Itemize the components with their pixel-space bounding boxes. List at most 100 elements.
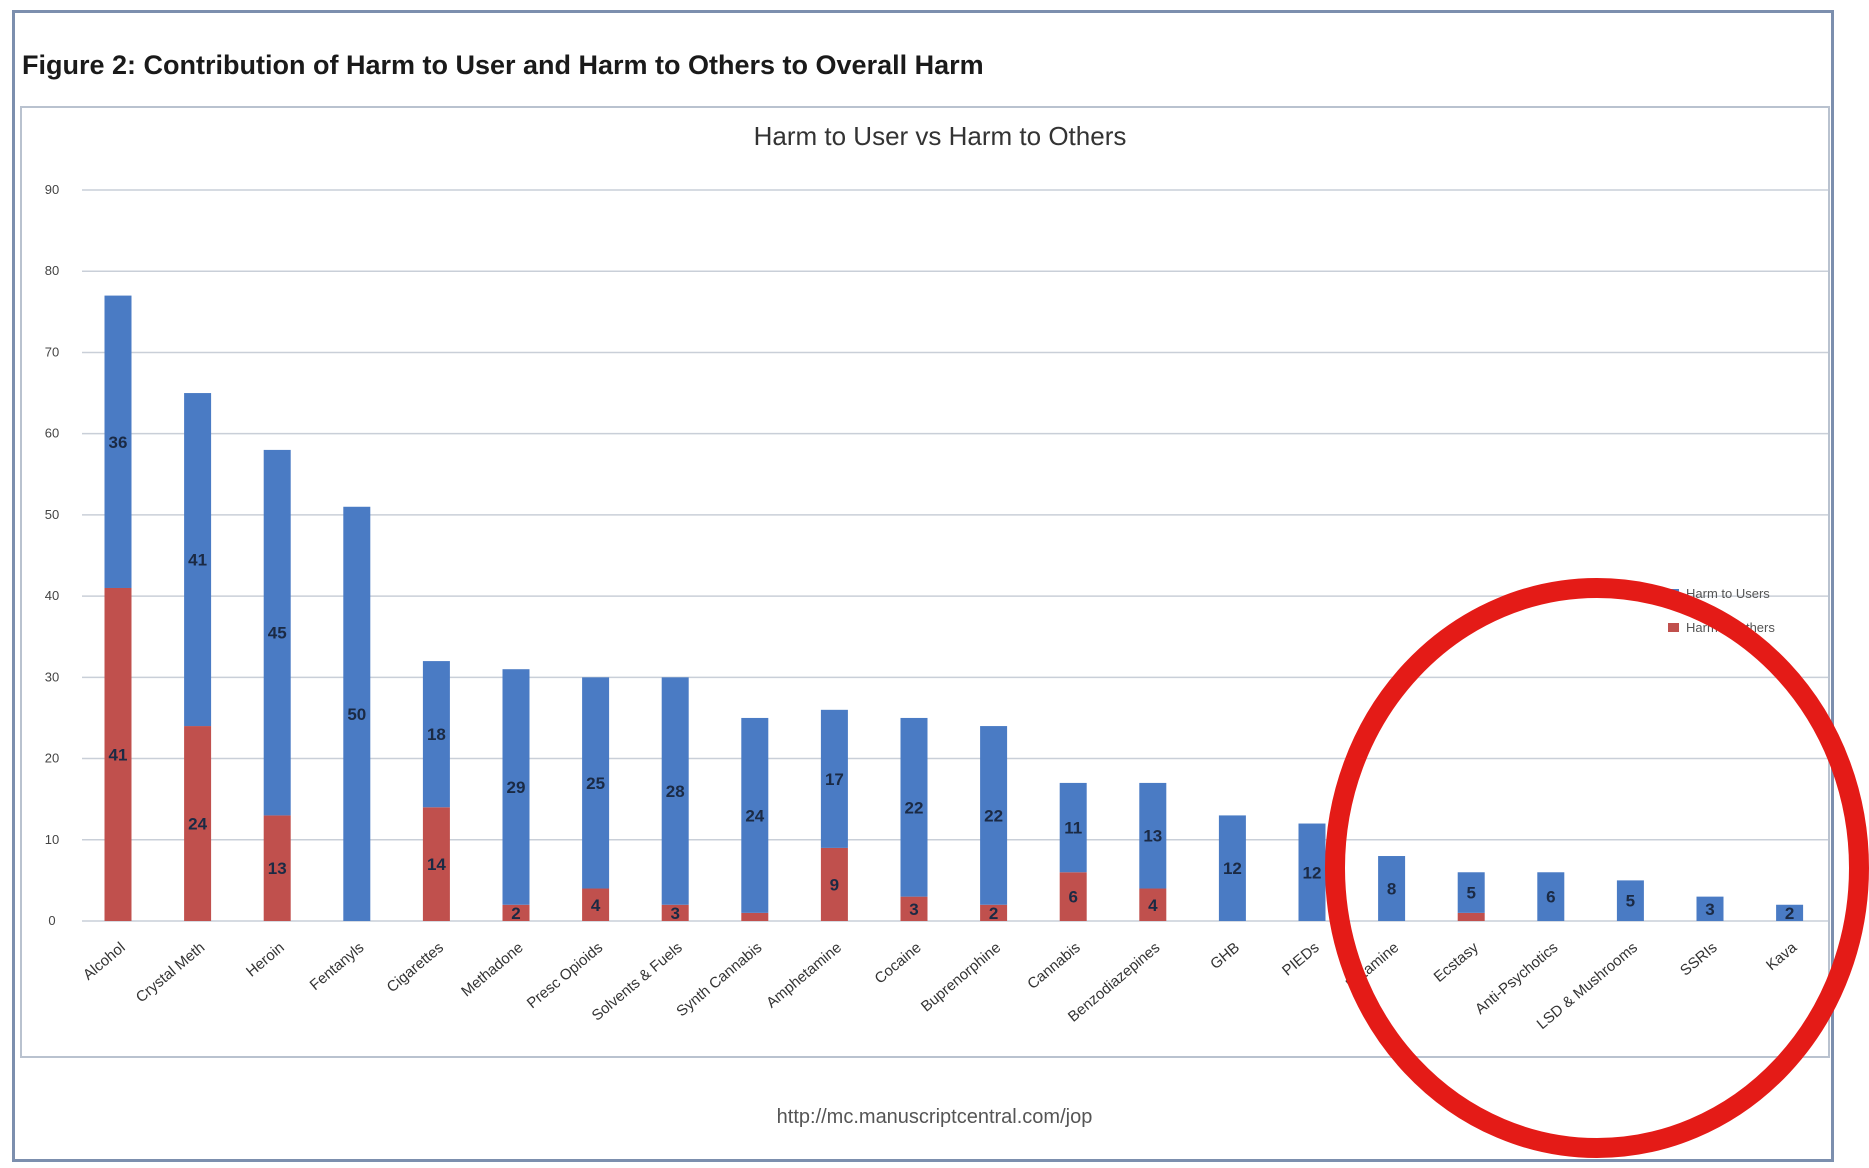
data-label-others: 9: [830, 875, 839, 894]
bar-harm-to-users: [1378, 856, 1406, 921]
bar-harm-to-others: [104, 587, 132, 921]
y-tick-label: 80: [45, 263, 59, 278]
bar-harm-to-users: [1298, 823, 1326, 921]
x-tick-label: Kava: [1763, 939, 1801, 974]
y-tick-label: 70: [45, 344, 59, 359]
bar-harm-to-others: [422, 807, 450, 921]
data-label-users: 6: [1546, 888, 1555, 907]
x-tick-labels: Alcohol Crystal Meth Heroin Fentanyls Cigare…: [80, 939, 1801, 1033]
bar-harm-to-users: [661, 677, 689, 905]
plot-area-border: [20, 106, 1830, 1058]
x-tick-label: Buprenorphine: [918, 939, 1004, 1015]
bar-harm-to-others: [582, 888, 610, 921]
data-label-others: 13: [268, 859, 287, 878]
bar-harm-to-users: [1776, 904, 1804, 921]
x-tick-label: Synth Cannabis: [673, 939, 765, 1020]
bar-harm-to-users: [900, 717, 928, 897]
figure-frame: [12, 10, 1834, 1162]
data-label-users: 22: [905, 798, 924, 817]
data-label-users: 50: [347, 705, 366, 724]
x-tick-label: Alcohol: [80, 939, 129, 984]
data-label-others: 41: [109, 745, 128, 764]
bar-harm-to-users: [741, 717, 769, 913]
y-tick-label: 40: [45, 588, 59, 603]
gridlines: 0 10 20 30 40 50 60 70 80 90: [45, 182, 1828, 928]
x-tick-label: Anti-Psychotics: [1472, 939, 1561, 1018]
bar-harm-to-users: [1218, 815, 1246, 921]
bar-harm-to-users: [1616, 880, 1644, 921]
data-label-others: 14: [427, 855, 446, 874]
x-tick-label: PIEDs: [1279, 939, 1322, 979]
data-label-users: 12: [1223, 859, 1242, 878]
data-label-others: 3: [670, 904, 679, 923]
data-label-users: 12: [1303, 863, 1322, 882]
data-label-others: 24: [188, 815, 207, 834]
x-tick-label: Presc Opioids: [524, 939, 606, 1012]
bar-harm-to-users: [422, 661, 450, 808]
data-label-others: 6: [1068, 888, 1077, 907]
x-tick-label: Methadone: [458, 939, 526, 1000]
bar-harm-to-others: [263, 815, 291, 921]
x-tick-label: Fentanyls: [307, 939, 368, 994]
data-label-users: 28: [666, 782, 685, 801]
bar-harm-to-users: [1696, 896, 1724, 921]
data-label-users: 36: [109, 433, 128, 452]
bars: [104, 295, 1804, 921]
y-tick-label: 10: [45, 832, 59, 847]
bar-harm-to-others: [184, 726, 212, 921]
bar-harm-to-users: [263, 449, 291, 816]
data-label-users: 5: [1626, 892, 1635, 911]
y-tick-label: 50: [45, 507, 59, 522]
data-label-users: 11: [1064, 819, 1082, 838]
data-label-users: 22: [984, 806, 1003, 825]
bar-harm-to-users: [980, 726, 1008, 905]
bar-harm-to-users: [1139, 782, 1167, 889]
data-label-users: 3: [1705, 900, 1714, 919]
bar-harm-to-others: [661, 904, 689, 921]
data-label-others: 3: [909, 900, 918, 919]
data-label-others: 4: [591, 896, 601, 915]
bar-harm-to-others: [502, 904, 530, 921]
data-label-users: 8: [1387, 880, 1396, 899]
y-tick-label: 30: [45, 669, 59, 684]
bar-harm-to-users: [184, 393, 212, 727]
bar-harm-to-users: [502, 669, 530, 905]
bar-harm-to-others: [900, 896, 928, 921]
x-tick-label: Cigarettes: [384, 939, 447, 996]
data-labels: 4136244113455014182294253282491732222261…: [109, 433, 1795, 923]
data-label-users: 17: [825, 770, 844, 789]
figure-title: Figure 2: Contribution of Harm to User a…: [22, 50, 984, 80]
bar-harm-to-others: [741, 912, 769, 921]
bar-harm-to-others: [1457, 912, 1485, 921]
chart-title: Harm to User vs Harm to Others: [754, 121, 1127, 151]
data-label-users: 13: [1143, 827, 1162, 846]
data-label-others: 2: [511, 904, 520, 923]
bar-harm-to-users: [1059, 782, 1087, 873]
bar-harm-to-others: [1059, 872, 1087, 921]
legend-swatch: [1668, 623, 1679, 632]
bar-harm-to-others: [980, 904, 1008, 921]
x-tick-label: Ecstasy: [1431, 939, 1483, 986]
data-label-users: 41: [188, 551, 207, 570]
data-label-others: 4: [1148, 896, 1158, 915]
bar-harm-to-users: [582, 677, 610, 889]
x-tick-label: Heroin: [243, 939, 288, 980]
data-label-users: 5: [1466, 884, 1475, 903]
y-tick-label: 60: [45, 426, 59, 441]
x-tick-label: Amphetamine: [763, 939, 845, 1012]
bar-harm-to-users: [104, 295, 132, 588]
data-label-users: 18: [427, 725, 446, 744]
bar-harm-to-users: [1537, 872, 1565, 921]
y-tick-label: 90: [45, 182, 59, 197]
x-tick-label: GHB: [1207, 939, 1243, 973]
bar-harm-to-users: [343, 506, 371, 921]
data-label-users: 25: [586, 774, 605, 793]
bar-harm-to-others: [1139, 888, 1167, 921]
bar-harm-to-users: [820, 709, 848, 848]
bar-harm-to-others: [820, 847, 848, 921]
y-tick-label: 0: [48, 913, 55, 928]
red-highlight-circle: [1325, 578, 1869, 1158]
data-label-users: 29: [507, 778, 526, 797]
bar-harm-to-users: [1457, 872, 1485, 913]
